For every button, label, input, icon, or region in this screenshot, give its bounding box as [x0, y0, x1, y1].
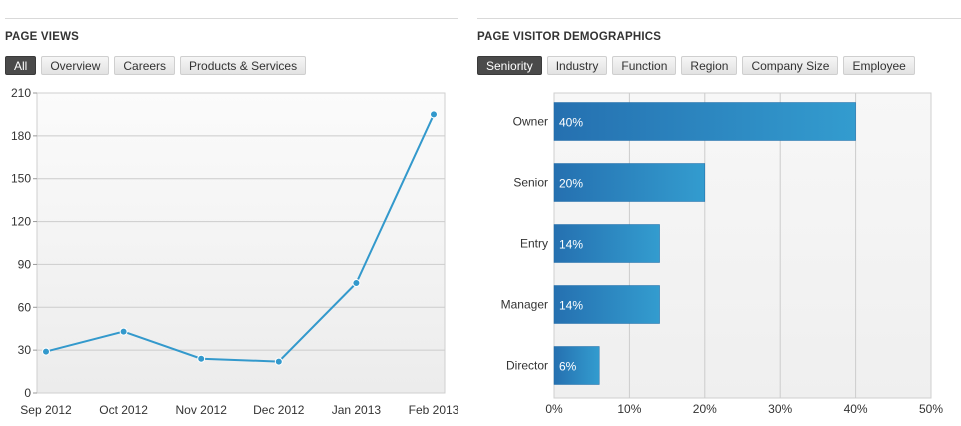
- bar-manager: [553, 285, 660, 324]
- data-label: 14%: [559, 238, 583, 252]
- tab-industry[interactable]: Industry: [546, 56, 608, 75]
- divider: [5, 18, 458, 19]
- x-tick-label: Feb 2013: [409, 403, 458, 417]
- y-tick-label: 150: [11, 172, 31, 186]
- bar-senior: [553, 163, 706, 202]
- page-views-panel: PAGE VIEWS All Overview Careers Products & …: [0, 0, 458, 426]
- category-label: Senior: [513, 176, 548, 190]
- x-tick-label: 40%: [844, 402, 868, 416]
- page-views-tabs: All Overview Careers Products & Services: [5, 56, 307, 75]
- x-tick-label: Sep 2012: [20, 403, 72, 417]
- tab-all[interactable]: All: [5, 56, 37, 75]
- x-tick-label: 20%: [693, 402, 717, 416]
- tab-overview[interactable]: Overview: [41, 56, 110, 75]
- tab-employee[interactable]: Employee: [843, 56, 915, 75]
- y-tick-label: 120: [11, 215, 31, 229]
- y-tick-label: 0: [24, 386, 31, 400]
- tab-products-services[interactable]: Products & Services: [180, 56, 307, 75]
- x-tick-label: Oct 2012: [99, 403, 148, 417]
- data-point: [119, 327, 128, 336]
- data-point: [274, 357, 283, 366]
- tab-company-size[interactable]: Company Size: [742, 56, 839, 75]
- data-label: 6%: [559, 360, 577, 374]
- y-tick-label: 30: [18, 343, 32, 357]
- x-tick-label: 10%: [617, 402, 641, 416]
- y-tick-label: 60: [18, 300, 32, 314]
- x-tick-label: 50%: [919, 402, 943, 416]
- tab-region[interactable]: Region: [681, 56, 738, 75]
- data-point: [352, 279, 361, 287]
- x-tick-label: 30%: [768, 402, 792, 416]
- tab-function[interactable]: Function: [612, 56, 677, 75]
- y-tick-label: 90: [18, 257, 32, 271]
- y-tick-label: 210: [11, 86, 31, 100]
- page-views-title: PAGE VIEWS: [5, 31, 79, 43]
- data-label: 20%: [559, 177, 583, 191]
- divider: [477, 18, 961, 19]
- bar-entry: [553, 224, 660, 263]
- x-tick-label: Nov 2012: [176, 403, 228, 417]
- category-label: Manager: [501, 298, 548, 312]
- data-label: 40%: [559, 116, 583, 130]
- demographics-bar-chart: 0% 10% 20% 30% 40% 50% 40% Owner 20% Senior 14% Ent…: [501, 92, 943, 416]
- bar-director: [553, 346, 600, 385]
- bar-owner: [553, 102, 856, 141]
- category-label: Owner: [513, 115, 548, 129]
- tab-seniority[interactable]: Seniority: [477, 56, 542, 75]
- data-point: [197, 354, 206, 363]
- data-point: [430, 110, 438, 119]
- category-label: Entry: [520, 237, 548, 251]
- plot-area: [36, 92, 446, 394]
- demographics-tabs: Seniority Industry Function Region Company S…: [477, 56, 915, 75]
- x-tick-label: 0%: [545, 402, 563, 416]
- data-label: 14%: [559, 299, 583, 313]
- tab-careers[interactable]: Careers: [114, 56, 176, 75]
- data-point: [42, 347, 50, 356]
- x-tick-label: Jan 2013: [332, 403, 382, 417]
- series-line: [45, 114, 435, 363]
- demographics-title: PAGE VISITOR DEMOGRAPHICS: [477, 31, 662, 43]
- category-label: Director: [506, 359, 548, 373]
- y-tick-label: 180: [11, 129, 31, 143]
- x-tick-label: Dec 2012: [253, 403, 305, 417]
- page-views-line-chart: 0 30 60 90 120 150 180 210 Sep 2012 Oct 2012 Nov 2…: [11, 86, 458, 417]
- demographics-panel: PAGE VISITOR DEMOGRAPHICS Seniority Indus…: [474, 0, 961, 426]
